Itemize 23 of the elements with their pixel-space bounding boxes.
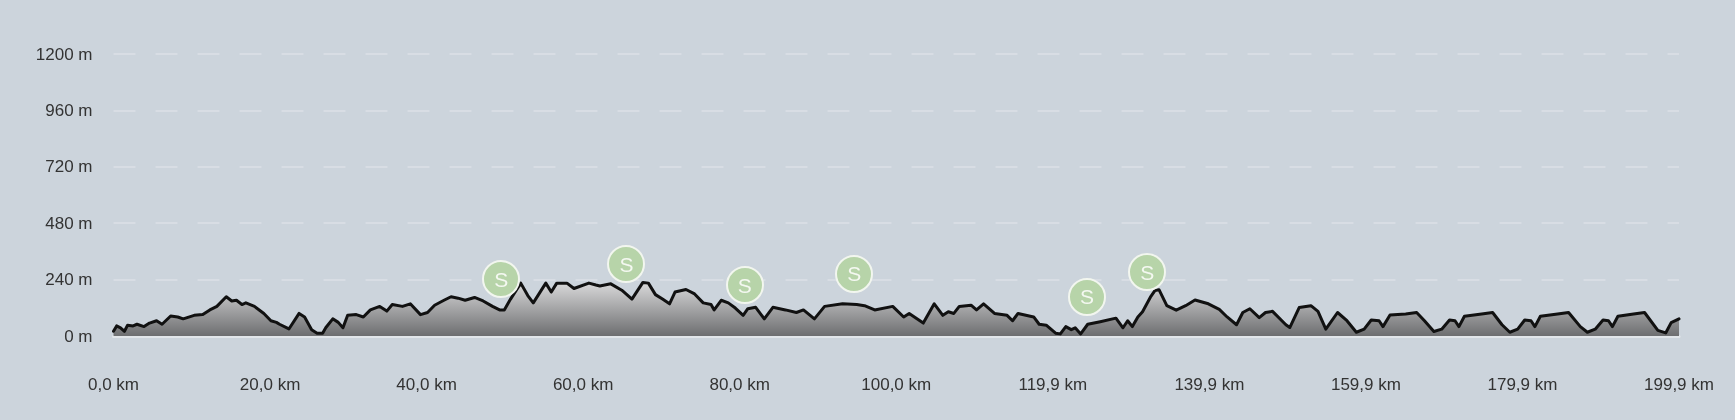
annotation: S [494,267,509,291]
y-tick-label: 960 m [45,100,93,120]
x-tick-label: 20,0 km [239,375,301,394]
annotation: S [847,262,862,286]
annotation: S [737,273,752,297]
x-tick-label: 139,9 km [1174,375,1245,394]
x-tick-label: 119,9 km [1018,375,1088,394]
y-tick-label: 1200 m [35,44,93,64]
y-tick-label: 240 m [45,270,93,290]
x-tick-label: 100,0 km [861,375,932,394]
x-tick-label: 80,0 km [709,375,770,394]
x-tick-label: 60,0 km [552,375,614,394]
x-tick-label: 159,9 km [1330,375,1401,394]
annotation: S [619,252,634,276]
y-tick-label: 0 m [64,326,93,346]
x-tick-label: 179,9 km [1487,375,1558,394]
y-tick-label: 480 m [45,213,93,233]
y-tick-label: 720 m [45,157,93,177]
x-tick-label: 0,0 km [87,375,140,394]
annotation: S [1079,285,1094,309]
x-tick-label: 40,0 km [396,375,457,394]
x-tick-label: 199,9 km [1644,375,1714,394]
annotation: S [1140,260,1155,284]
